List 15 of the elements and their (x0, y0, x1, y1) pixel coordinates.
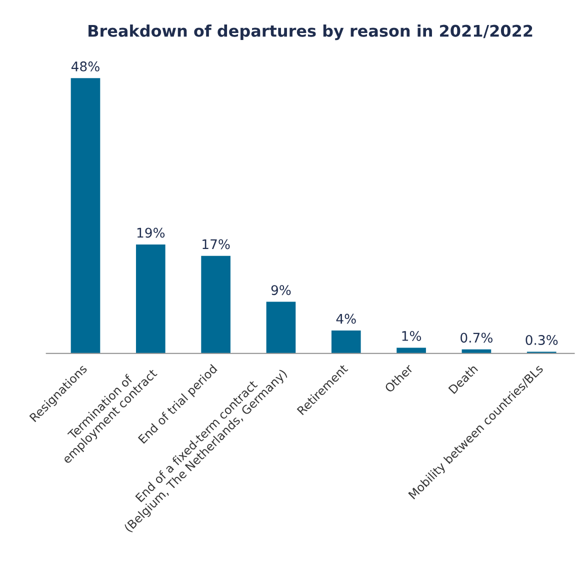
data-label: 17% (202, 239, 230, 250)
data-label: 0.3% (526, 335, 558, 345)
data-label: 48% (71, 61, 100, 72)
bar (331, 330, 361, 354)
data-label: 9% (271, 285, 291, 296)
bar (70, 78, 100, 354)
data-label: 0.7% (460, 332, 492, 343)
chart-title: Breakdown of departures by reason in 2021/2022 (88, 24, 532, 40)
bar (201, 256, 230, 354)
data-label: 1% (402, 330, 422, 341)
bar (136, 244, 166, 354)
data-label: 19% (137, 228, 165, 238)
bar (266, 302, 296, 354)
data-label: 4% (336, 314, 356, 324)
bar (396, 348, 426, 354)
